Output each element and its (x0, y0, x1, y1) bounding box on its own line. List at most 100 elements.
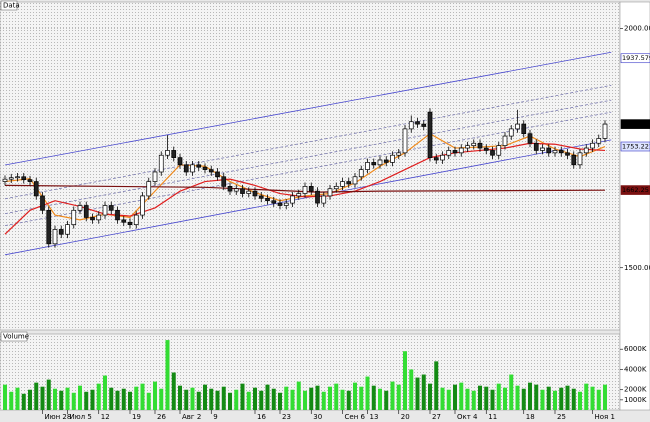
x-tick-label: 12 (101, 413, 110, 421)
volume-bar (471, 390, 476, 410)
x-tick-label: 20 (401, 413, 410, 421)
candle-body (290, 195, 295, 204)
candle-body (121, 219, 127, 223)
volume-bar (9, 391, 14, 410)
volume-bar (28, 389, 32, 410)
candle-body (77, 205, 83, 211)
candle-body (140, 195, 145, 216)
volume-plot (3, 340, 607, 410)
candle-body (558, 150, 564, 154)
panel-label: Data (3, 2, 20, 10)
x-tick-label: Ноя 1 (595, 413, 615, 421)
candle-body (590, 142, 595, 149)
volume-bar (453, 384, 457, 410)
volume-tick-label: 2000K (624, 386, 647, 394)
volume-bar (90, 389, 95, 410)
candle-body (327, 188, 333, 197)
x-tick-label: 30 (313, 413, 322, 421)
candle-body (596, 138, 602, 144)
volume-bar (284, 386, 289, 410)
candle-body (177, 157, 183, 166)
volume-bar (546, 386, 551, 410)
volume-bar (334, 383, 339, 410)
volume-bar (265, 384, 270, 410)
volume-bar (128, 391, 132, 410)
volume-bar (290, 389, 295, 410)
candle-body (33, 181, 39, 197)
candle-body (52, 229, 58, 245)
candle-body (90, 217, 95, 221)
candle-body (146, 181, 152, 197)
candle-body (46, 209, 52, 245)
volume-bar (196, 391, 201, 410)
candle-body (552, 150, 558, 154)
candle-body (258, 195, 264, 199)
candle-body (402, 128, 408, 154)
volume-bar (259, 390, 264, 410)
candle-body (171, 150, 177, 158)
candle-body (565, 152, 570, 156)
volume-bar (496, 383, 501, 410)
candle-body (158, 154, 164, 173)
volume-bar (359, 386, 364, 410)
candle-body (165, 150, 170, 156)
candle-body (515, 123, 520, 130)
x-tick-label: 18 (526, 413, 535, 421)
candle-body (196, 164, 202, 168)
price-marker-label: 1937.579 (622, 54, 650, 62)
candle-body (527, 133, 533, 144)
volume-bar (346, 390, 351, 410)
price-marker-label: 1800.00 (622, 120, 649, 128)
panel-label-box (0, 0, 18, 11)
candle-body (27, 179, 33, 182)
candle-body (15, 176, 20, 179)
candle-body (133, 214, 139, 226)
x-tick-label: 13 (370, 413, 379, 421)
volume-bar (78, 385, 82, 410)
candle-body (346, 181, 352, 185)
volume-bar (71, 392, 76, 410)
volume-bar (415, 377, 420, 410)
candle-body (58, 229, 64, 235)
volume-bar (565, 385, 570, 410)
volume-bar (534, 384, 539, 410)
volume-bar (34, 382, 39, 410)
volume-bar (540, 389, 545, 410)
price-marker (620, 185, 650, 195)
candle-body (127, 221, 133, 226)
volume-label: Volume (3, 333, 29, 341)
volume-bar (309, 387, 314, 410)
price-marker (620, 141, 650, 152)
volume-bar (584, 383, 589, 410)
candle-body (215, 171, 220, 178)
candle-body (415, 121, 420, 125)
volume-bar (165, 340, 170, 410)
x-tick-label: Окт 4 (457, 413, 478, 421)
candle-body (227, 186, 233, 192)
volume-tick-label: 6000K (624, 345, 647, 353)
volume-bar (315, 385, 320, 410)
y-tick-label: 1500.00 (624, 264, 650, 272)
candle-body (458, 147, 464, 154)
volume-bar (365, 376, 370, 410)
volume-bar (3, 384, 7, 410)
volume-bar (159, 388, 164, 410)
volume-bar (171, 372, 176, 410)
candle-body (83, 205, 89, 218)
candle-body (483, 147, 489, 151)
volume-bar (490, 389, 495, 410)
x-tick-label: Июл 5 (70, 413, 92, 421)
volume-bar (271, 388, 276, 410)
candle-body (115, 209, 120, 221)
candle-body (427, 111, 433, 158)
candle-body (390, 154, 395, 163)
right-axis (619, 1, 650, 411)
price-panel (0, 1, 621, 331)
volume-bar (21, 393, 26, 410)
candle-body (71, 209, 77, 226)
candle-body (396, 152, 402, 156)
volume-bar (353, 382, 357, 410)
